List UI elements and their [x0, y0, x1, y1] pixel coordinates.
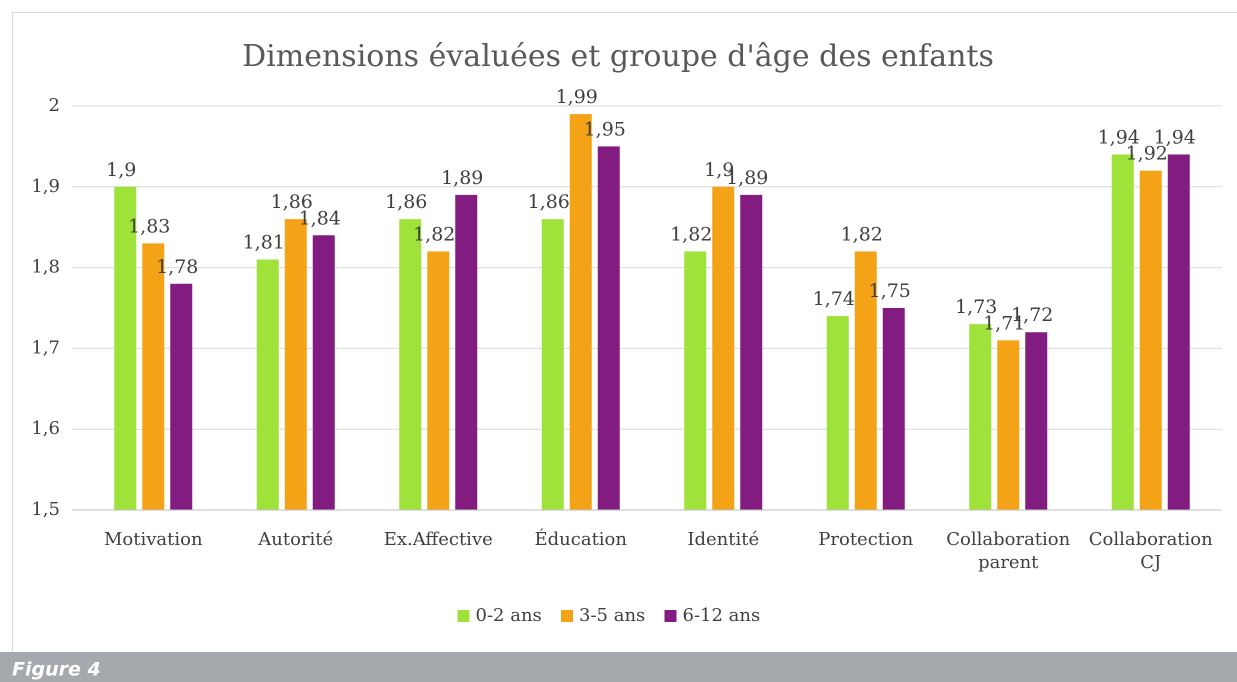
- legend-swatch: [664, 610, 677, 622]
- bar: [114, 186, 137, 511]
- bar: [399, 219, 422, 510]
- chart-frame: [12, 12, 1237, 653]
- bar: [427, 251, 450, 510]
- data-label: 1,94: [1154, 126, 1196, 148]
- data-label: 1,89: [726, 167, 768, 189]
- data-label: 1,92: [1126, 143, 1168, 165]
- legend-label: 6-12 ans: [683, 605, 761, 626]
- data-label: 1,82: [841, 223, 883, 245]
- bar: [969, 324, 992, 510]
- data-label: 1,75: [869, 280, 911, 302]
- y-tick-label: 1,7: [31, 337, 60, 358]
- chart-title: Dimensions évaluées et groupe d'âge des …: [242, 39, 994, 74]
- bar: [284, 219, 307, 510]
- data-label: 1,74: [813, 288, 855, 310]
- x-tick-label: Protection: [818, 529, 913, 550]
- y-tick-label: 2: [49, 95, 60, 116]
- bar: [826, 316, 849, 510]
- data-label: 1,9: [106, 159, 136, 181]
- data-label: 1,73: [955, 296, 997, 318]
- bar: [312, 235, 335, 510]
- data-label: 1,9: [704, 159, 734, 181]
- bar: [569, 114, 592, 510]
- bar: [1167, 154, 1190, 511]
- y-tick-label: 1,9: [31, 176, 60, 197]
- data-label: 1,86: [528, 191, 570, 213]
- data-label: 1,82: [413, 223, 455, 245]
- data-label: 1,71: [983, 312, 1025, 334]
- bar: [684, 251, 707, 510]
- x-tick-label-line: Collaboration: [946, 529, 1070, 550]
- legend-label: 0-2 ans: [476, 605, 542, 626]
- data-label: 1,83: [128, 215, 170, 237]
- y-tick-label: 1,5: [31, 499, 60, 520]
- x-tick-label-line: CJ: [1140, 552, 1161, 573]
- bar: [256, 259, 279, 510]
- data-label: 1,81: [243, 232, 285, 254]
- x-tick-label: Autorité: [257, 529, 333, 550]
- bar: [455, 194, 478, 510]
- data-label: 1,86: [271, 191, 313, 213]
- bar: [142, 243, 165, 511]
- legend-label: 3-5 ans: [579, 605, 645, 626]
- data-label: 1,78: [156, 256, 198, 278]
- bar: [854, 251, 877, 510]
- caption-bar: [0, 652, 1237, 682]
- figure-caption: Figure 4: [12, 659, 101, 681]
- bar: [1139, 170, 1162, 510]
- x-tick-label: Motivation: [104, 529, 203, 550]
- y-tick-label: 1,6: [31, 418, 60, 439]
- bar: [997, 340, 1020, 510]
- x-tick-label: Ex.Affective: [384, 529, 493, 550]
- bar: [170, 283, 193, 510]
- bar: [712, 186, 735, 511]
- bar: [1111, 154, 1134, 511]
- bar: [597, 146, 620, 510]
- x-tick-label: Identité: [687, 529, 759, 550]
- x-tick-label: Éducation: [535, 527, 628, 550]
- x-tick-label: Collaboration parent: [946, 529, 1070, 573]
- data-label: 1,95: [584, 118, 626, 140]
- legend-swatch: [561, 610, 573, 622]
- data-label: 1,84: [299, 207, 341, 229]
- data-label: 1,89: [441, 167, 483, 189]
- data-label: 1,99: [556, 86, 598, 108]
- legend-swatch: [457, 610, 470, 622]
- data-label: 1,72: [1011, 304, 1053, 326]
- bar: [882, 308, 905, 510]
- data-label: 1,86: [385, 191, 427, 213]
- bar: [541, 219, 564, 510]
- bar: [740, 194, 763, 510]
- bar: [1025, 332, 1048, 510]
- x-tick-label-line: parent: [978, 552, 1039, 573]
- data-label: 1,82: [670, 223, 712, 245]
- data-label: 1,94: [1098, 126, 1140, 148]
- x-tick-label-line: Collaboration: [1089, 529, 1213, 550]
- x-tick-label: Collaboration CJ: [1089, 529, 1213, 573]
- y-tick-label: 1,8: [31, 257, 60, 278]
